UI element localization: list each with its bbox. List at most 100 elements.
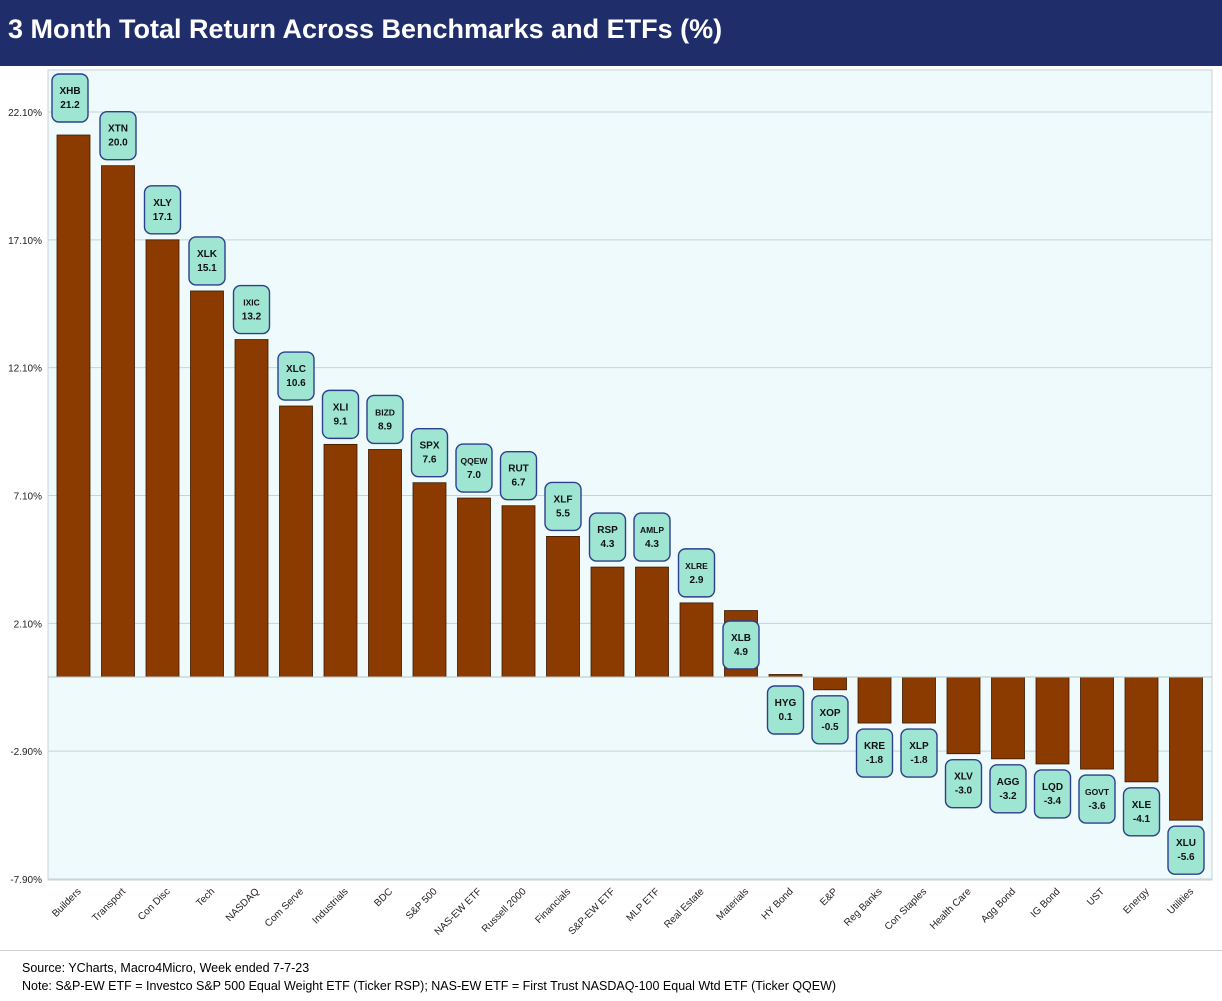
x-category-label: NASDAQ (224, 886, 262, 924)
data-label-box (455, 443, 493, 493)
bar (56, 134, 91, 678)
data-label-value: 0.1 (779, 712, 793, 723)
data-label-ticker: XLF (554, 494, 573, 505)
data-label-value: 4.9 (734, 647, 748, 658)
data-label-value: -4.1 (1133, 814, 1151, 825)
data-label-ticker: XTN (108, 124, 128, 135)
data-label-box (1167, 825, 1205, 875)
data-label-value: 21.2 (60, 100, 80, 111)
data-label-box (232, 284, 271, 335)
data-label-ticker: HYG (775, 698, 797, 709)
data-label-box (188, 236, 226, 286)
bar (234, 339, 269, 678)
bar (101, 165, 135, 678)
data-label-value: 5.5 (556, 508, 570, 519)
x-category-label: Agg Bond (979, 886, 1018, 925)
data-label-value: 13.2 (242, 312, 262, 323)
data-label-ticker: XLC (286, 364, 306, 375)
data-label-value: 7.6 (423, 455, 437, 466)
title-bar: 3 Month Total Return Across Benchmarks a… (0, 0, 1222, 66)
x-category-label: Con Staples (883, 886, 929, 932)
data-label-ticker: XLK (197, 249, 218, 260)
footer: Source: YCharts, Macro4Micro, Week ended… (0, 950, 1222, 1001)
bar (190, 290, 224, 678)
data-label-ticker: XLP (909, 741, 929, 752)
bar (857, 676, 892, 724)
data-label-ticker: IXIC (243, 298, 260, 308)
y-tick-label: 7.10% (14, 492, 42, 503)
data-label-ticker: KRE (864, 741, 885, 752)
data-label-box (99, 110, 137, 161)
data-label-box (366, 394, 404, 445)
bar (679, 602, 714, 678)
data-label-value: -3.6 (1088, 801, 1106, 812)
data-label-box (51, 73, 89, 123)
bar (813, 676, 847, 691)
x-category-label: HY Bond (760, 886, 796, 922)
data-label-value: 17.1 (153, 212, 173, 223)
bar (457, 497, 491, 678)
x-category-label: Real Estate (662, 886, 707, 931)
data-label-ticker: QQEW (461, 456, 489, 466)
x-category-label: Utilities (1166, 886, 1197, 917)
bar (145, 239, 180, 678)
data-label-box (1078, 774, 1116, 824)
x-category-label: Energy (1121, 886, 1151, 916)
data-label-value: 4.3 (645, 539, 659, 550)
data-label-box (766, 685, 805, 735)
data-label-box (989, 764, 1027, 814)
definition-note: Note: S&P-EW ETF = Investco S&P 500 Equa… (22, 979, 837, 993)
data-label-box (944, 759, 983, 809)
data-label-box (1122, 787, 1161, 837)
data-label-value: 15.1 (197, 263, 217, 274)
data-label-value: 2.9 (690, 575, 704, 586)
data-label-box (277, 351, 315, 401)
x-category-label: Financials (534, 886, 574, 926)
x-category-label: BDC (372, 886, 395, 909)
data-label-box (633, 512, 671, 562)
x-category-label: Builders (50, 886, 83, 919)
data-label-ticker: XHB (59, 86, 80, 97)
bar (1035, 676, 1070, 765)
data-label-value: 9.1 (334, 416, 348, 427)
data-label-ticker: AGG (997, 777, 1020, 788)
y-tick-label: -7.90% (10, 875, 42, 886)
data-label-ticker: XLB (731, 633, 751, 644)
data-label-ticker: AMLP (640, 525, 664, 535)
source-note: Source: YCharts, Macro4Micro, Week ended… (22, 961, 310, 975)
bar-chart: -7.90% -2.90% 2.10% 7.10% 12.10% 17.10% 22.10%… (8, 69, 1213, 938)
bar (546, 536, 580, 678)
y-tick-label: 22.10% (8, 108, 42, 119)
data-label-box (143, 185, 182, 235)
data-label-ticker: RUT (508, 464, 529, 475)
data-label-ticker: XLE (1132, 800, 1152, 811)
bar (279, 405, 313, 678)
x-category-label: Transport (90, 886, 128, 924)
data-label-value: 6.7 (512, 478, 526, 489)
x-category-label: Russell 2000 (480, 886, 529, 935)
data-label-ticker: XLY (153, 198, 172, 209)
bar (1169, 676, 1203, 821)
bar (590, 566, 625, 678)
data-label-ticker: BIZD (375, 407, 395, 417)
y-tick-label: 2.10% (14, 619, 42, 630)
bar (1124, 676, 1159, 783)
x-category-label: UST (1085, 886, 1107, 908)
data-label-ticker: XOP (819, 708, 840, 719)
x-category-label: Reg Banks (842, 886, 884, 928)
data-label-box (855, 728, 894, 778)
data-label-ticker: XLI (333, 402, 349, 413)
data-label-ticker: LQD (1042, 782, 1063, 793)
bar (991, 676, 1025, 760)
data-label-value: 4.3 (601, 539, 615, 550)
bar (946, 676, 981, 755)
bar (635, 566, 669, 678)
x-category-label: Health Care (928, 886, 974, 932)
bar (902, 676, 936, 724)
x-category-label: MLP ETF (625, 886, 663, 924)
data-label-value: -5.6 (1177, 852, 1195, 863)
bar (1080, 676, 1114, 770)
x-category-label: Industrials (311, 886, 351, 926)
data-label-value: -1.8 (866, 755, 884, 766)
data-label-value: -3.4 (1044, 796, 1062, 807)
